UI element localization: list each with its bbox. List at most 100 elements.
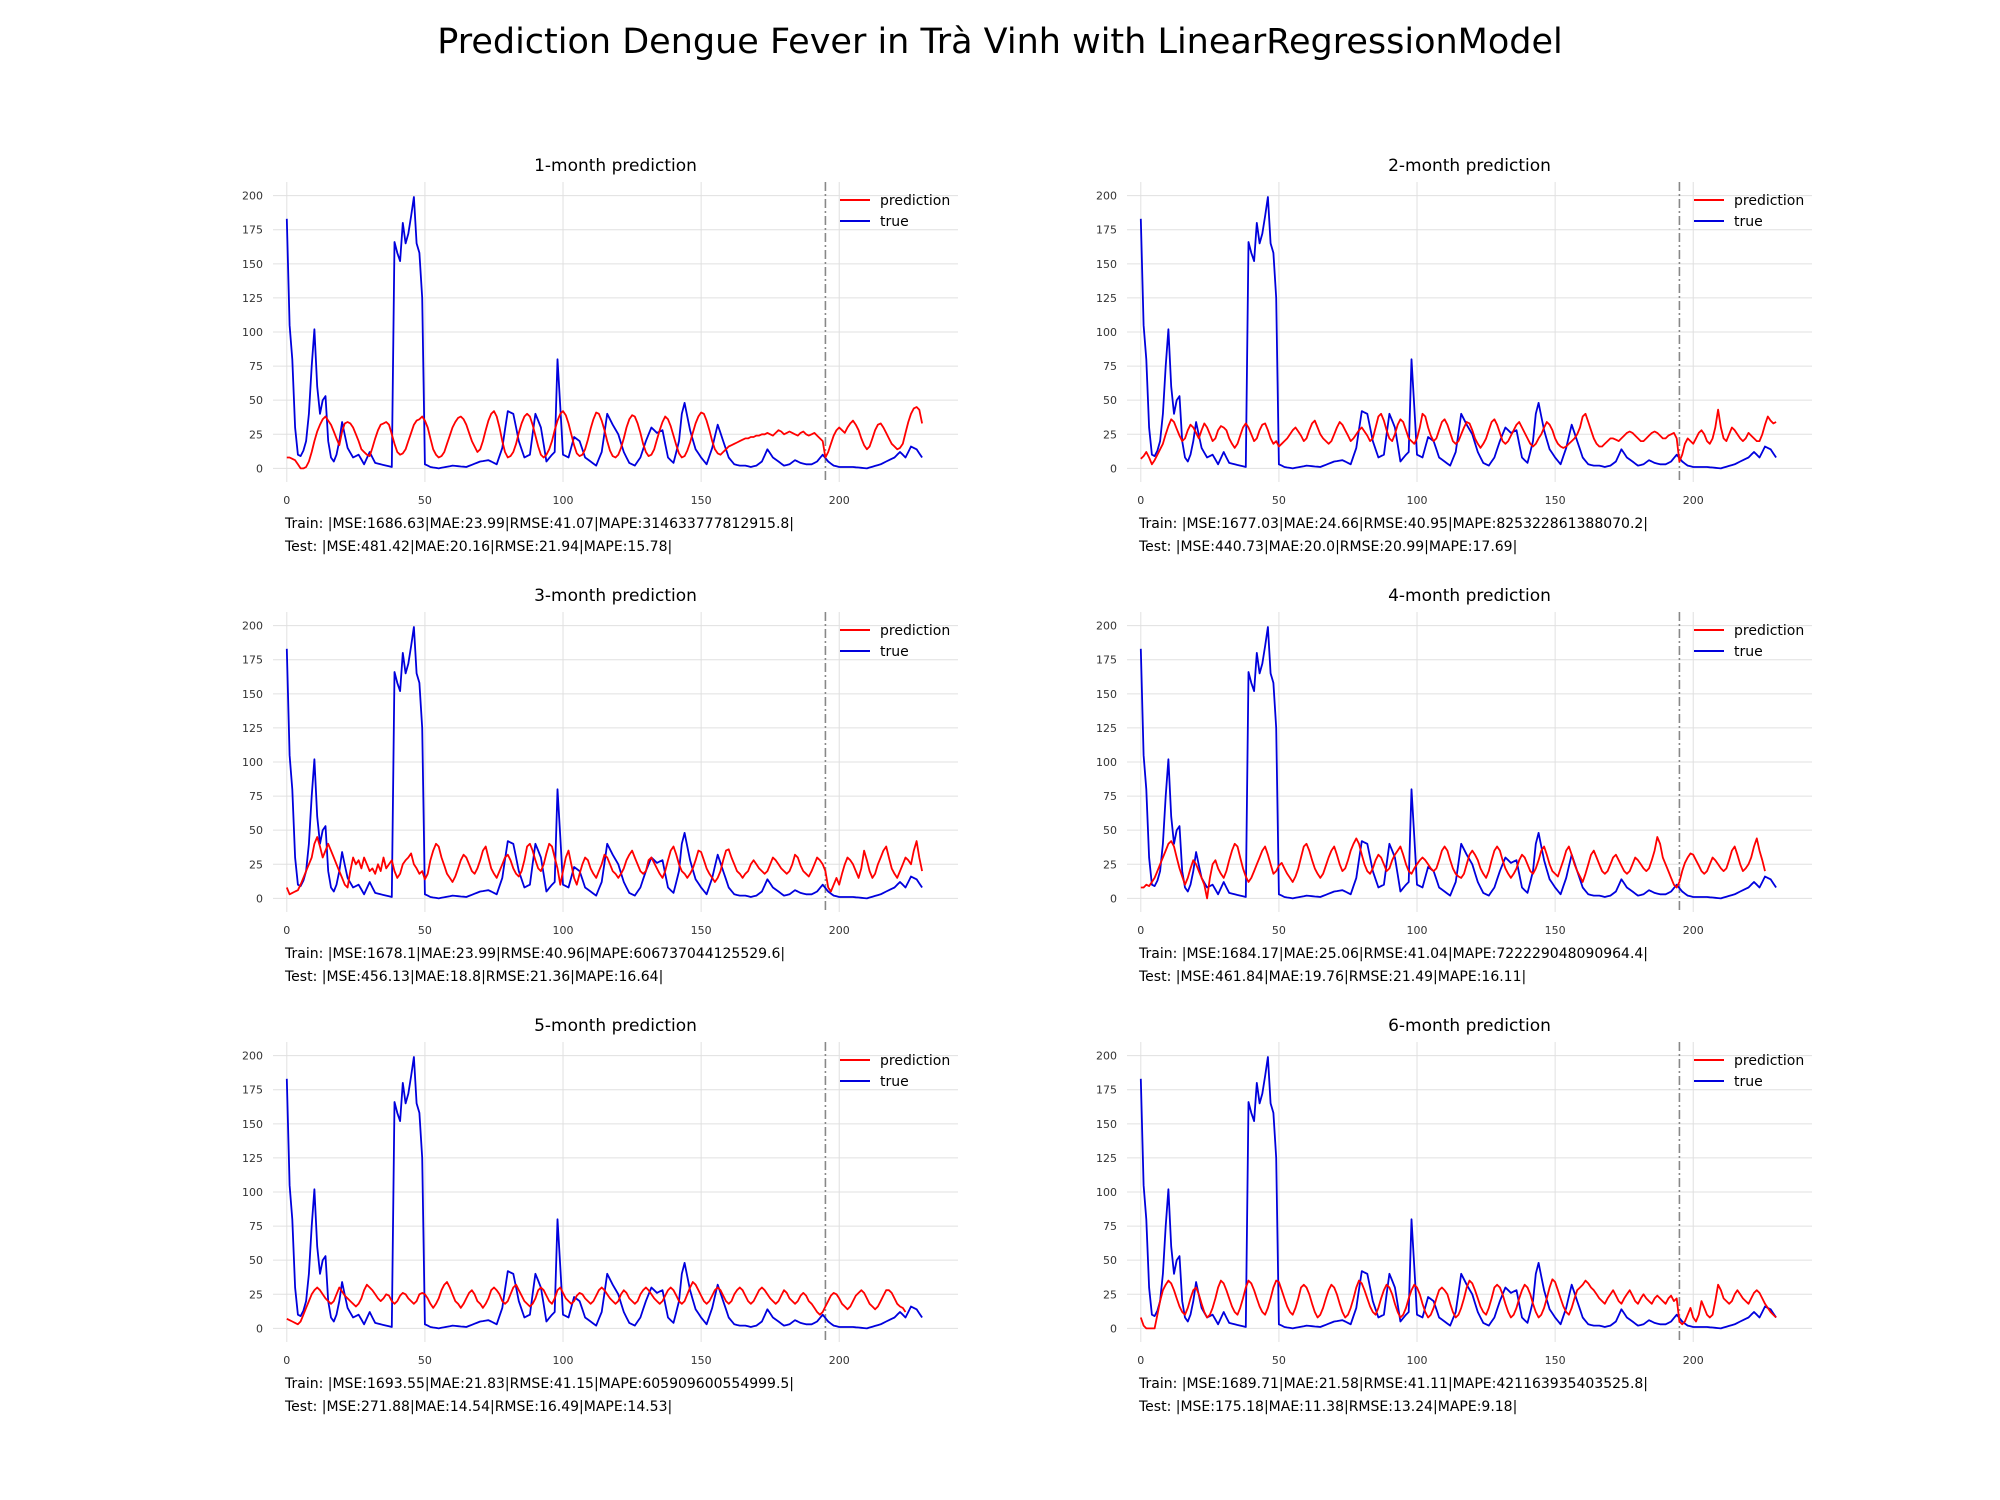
y-tick-label: 175 xyxy=(1096,1084,1117,1097)
y-tick-label: 150 xyxy=(242,258,263,271)
panel-title: 1-month prediction xyxy=(534,156,697,176)
x-tick-label: 150 xyxy=(1545,924,1566,937)
x-tick-label: 150 xyxy=(1545,494,1566,507)
y-tick-label: 100 xyxy=(1096,326,1117,339)
y-tick-label: 50 xyxy=(249,394,263,407)
train-metrics: Train: |MSE:1684.17|MAE:25.06|RMSE:41.04… xyxy=(1138,946,1648,962)
test-metrics: Test: |MSE:440.73|MAE:20.0|RMSE:20.99|MA… xyxy=(1138,539,1517,555)
test-metrics: Test: |MSE:456.13|MAE:18.8|RMSE:21.36|MA… xyxy=(284,969,663,985)
y-tick-label: 75 xyxy=(249,360,263,373)
y-tick-label: 200 xyxy=(242,190,263,203)
x-tick-label: 100 xyxy=(553,924,574,937)
figure-title: Prediction Dengue Fever in Trà Vinh with… xyxy=(437,22,1563,62)
x-tick-label: 50 xyxy=(418,1354,432,1367)
x-tick-label: 0 xyxy=(283,1354,290,1367)
chart-panel-2: 0 25 50 75 100 125 150 175 200 0 50 100 150 200 2-mont… xyxy=(1096,156,1812,555)
y-tick-label: 50 xyxy=(1103,824,1117,837)
true-series-line xyxy=(1139,1056,1777,1330)
prediction-series-line xyxy=(1139,1278,1777,1330)
chart-panel-1: 0 25 50 75 100 125 150 175 200 0 50 100 150 200 1-mont… xyxy=(242,156,958,555)
y-tick-label: 150 xyxy=(242,1118,263,1131)
legend-label-true: true xyxy=(880,1074,909,1090)
legend-label-true: true xyxy=(880,214,909,230)
train-metrics: Train: |MSE:1678.1|MAE:23.99|RMSE:40.96|… xyxy=(284,946,785,962)
train-metrics: Train: |MSE:1677.03|MAE:24.66|RMSE:40.95… xyxy=(1138,516,1648,532)
test-metrics: Test: |MSE:481.42|MAE:20.16|RMSE:21.94|M… xyxy=(284,539,672,555)
prediction-series-line xyxy=(1140,836,1766,900)
x-tick-label: 50 xyxy=(418,494,432,507)
legend-label-prediction: prediction xyxy=(880,193,950,209)
x-tick-label: 200 xyxy=(829,924,850,937)
y-tick-label: 75 xyxy=(249,1220,263,1233)
x-tick-label: 50 xyxy=(1272,1354,1286,1367)
true-series-line xyxy=(1139,196,1777,470)
panel-title: 2-month prediction xyxy=(1388,156,1551,176)
y-tick-label: 25 xyxy=(249,1288,263,1301)
x-tick-label: 200 xyxy=(829,1354,850,1367)
legend-label-true: true xyxy=(1734,214,1763,230)
train-metrics: Train: |MSE:1693.55|MAE:21.83|RMSE:41.15… xyxy=(284,1376,794,1392)
x-tick-label: 0 xyxy=(283,924,290,937)
x-tick-label: 200 xyxy=(1683,1354,1704,1367)
x-tick-label: 100 xyxy=(553,494,574,507)
y-tick-label: 50 xyxy=(249,824,263,837)
x-tick-label: 200 xyxy=(1683,494,1704,507)
y-tick-label: 200 xyxy=(242,1050,263,1063)
y-tick-label: 150 xyxy=(242,688,263,701)
y-tick-label: 100 xyxy=(242,1186,263,1199)
x-tick-label: 200 xyxy=(1683,924,1704,937)
y-tick-label: 100 xyxy=(1096,1186,1117,1199)
x-tick-label: 50 xyxy=(1272,924,1286,937)
x-tick-label: 100 xyxy=(1407,1354,1428,1367)
prediction-series-line xyxy=(286,1281,907,1326)
y-tick-label: 125 xyxy=(1096,722,1117,735)
x-tick-label: 150 xyxy=(691,494,712,507)
y-tick-label: 100 xyxy=(1096,756,1117,769)
chart-panel-3: 0 25 50 75 100 125 150 175 200 0 50 100 150 200 3-mont… xyxy=(242,586,958,985)
test-metrics: Test: |MSE:271.88|MAE:14.54|RMSE:16.49|M… xyxy=(284,1399,672,1415)
y-tick-label: 175 xyxy=(1096,224,1117,237)
x-tick-label: 0 xyxy=(1137,494,1144,507)
x-tick-label: 100 xyxy=(1407,924,1428,937)
y-tick-label: 0 xyxy=(256,462,263,475)
panel-title: 3-month prediction xyxy=(534,586,697,606)
legend-label-prediction: prediction xyxy=(1734,1053,1804,1069)
y-tick-label: 25 xyxy=(249,858,263,871)
legend-label-true: true xyxy=(880,644,909,660)
y-tick-label: 175 xyxy=(242,654,263,667)
y-tick-label: 75 xyxy=(1103,360,1117,373)
x-tick-label: 200 xyxy=(829,494,850,507)
y-tick-label: 75 xyxy=(249,790,263,803)
x-tick-label: 0 xyxy=(283,494,290,507)
y-tick-label: 25 xyxy=(249,428,263,441)
test-metrics: Test: |MSE:461.84|MAE:19.76|RMSE:21.49|M… xyxy=(1138,969,1526,985)
legend-label-true: true xyxy=(1734,644,1763,660)
y-tick-label: 50 xyxy=(1103,1254,1117,1267)
legend-label-prediction: prediction xyxy=(1734,193,1804,209)
x-tick-label: 150 xyxy=(691,1354,712,1367)
y-tick-label: 125 xyxy=(242,722,263,735)
y-tick-label: 75 xyxy=(1103,790,1117,803)
panel-title: 4-month prediction xyxy=(1388,586,1551,606)
x-tick-label: 0 xyxy=(1137,924,1144,937)
legend-label-true: true xyxy=(1734,1074,1763,1090)
true-series-line xyxy=(1139,626,1777,900)
x-tick-label: 50 xyxy=(1272,494,1286,507)
chart-panel-4: 0 25 50 75 100 125 150 175 200 0 50 100 150 200 4-mont… xyxy=(1096,586,1812,985)
y-tick-label: 0 xyxy=(1110,1322,1117,1335)
x-tick-label: 0 xyxy=(1137,1354,1144,1367)
y-tick-label: 200 xyxy=(1096,620,1117,633)
y-tick-label: 175 xyxy=(242,224,263,237)
legend-label-prediction: prediction xyxy=(880,623,950,639)
true-series-line xyxy=(285,626,923,900)
y-tick-label: 75 xyxy=(1103,1220,1117,1233)
prediction-series-line xyxy=(286,406,923,470)
y-tick-label: 150 xyxy=(1096,1118,1117,1131)
chart-panel-5: 0 25 50 75 100 125 150 175 200 0 50 100 150 200 5-mont… xyxy=(242,1016,958,1415)
x-tick-label: 150 xyxy=(1545,1354,1566,1367)
y-tick-label: 200 xyxy=(1096,1050,1117,1063)
prediction-series-line xyxy=(1140,408,1777,466)
y-tick-label: 200 xyxy=(1096,190,1117,203)
y-tick-label: 0 xyxy=(1110,892,1117,905)
